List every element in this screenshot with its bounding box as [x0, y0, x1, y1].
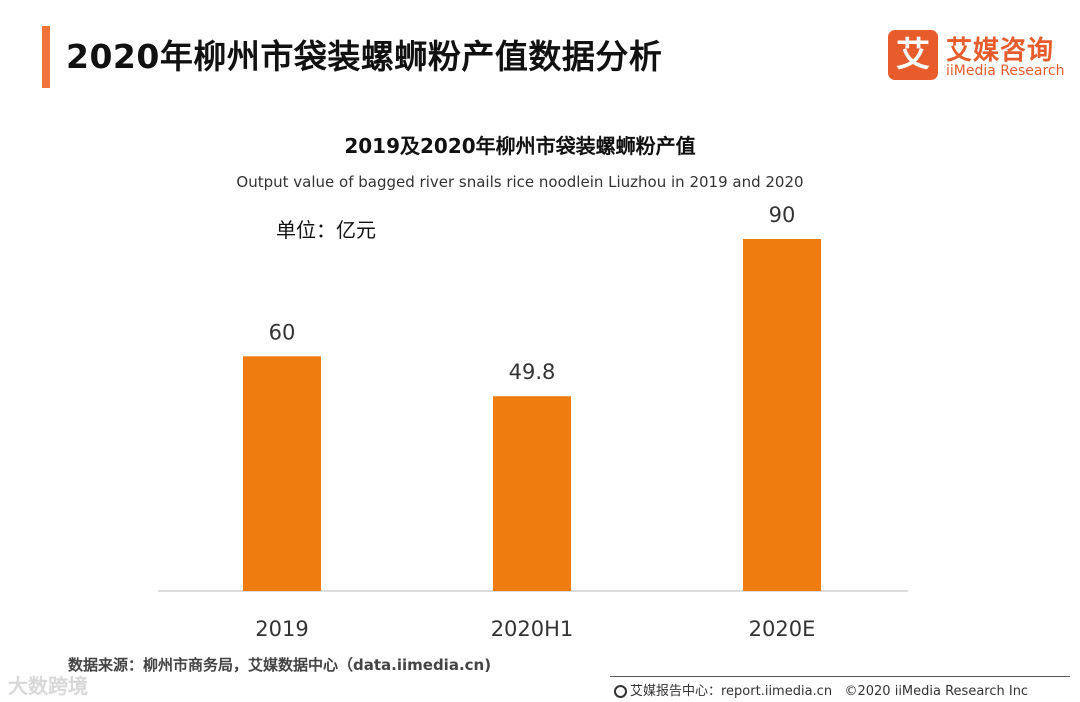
copyright: ©2020 iiMedia Research Inc — [844, 684, 1029, 699]
logo-name-en: iiMedia Research — [946, 63, 1065, 79]
value-label-2020E: 90 — [769, 203, 796, 227]
category-label-2019: 2019 — [255, 617, 308, 641]
chart-subtitle: Output value of bagged river snails rice… — [236, 173, 804, 191]
value-label-2020H1: 49.8 — [509, 360, 556, 384]
report-center-link[interactable]: 艾媒报告中心：report.iimedia.cn — [630, 684, 833, 699]
page-title: 2020年柳州市袋装螺蛳粉产值数据分析 — [66, 37, 663, 76]
footer-info: 艾媒报告中心：report.iimedia.cn ©2020 iiMedia R… — [614, 680, 1028, 699]
bar-2020H1[interactable] — [493, 396, 571, 591]
category-label-2020H1: 2020H1 — [491, 617, 574, 641]
chart-title: 2019及2020年柳州市袋装螺蛳粉产值 — [344, 134, 696, 158]
watermark: 大数跨境 — [8, 674, 88, 698]
bar-2020E[interactable] — [743, 239, 821, 591]
logo-icon: 艾 — [888, 30, 938, 80]
globe-icon — [614, 685, 627, 698]
title-accent-bar — [42, 26, 50, 88]
logo-name-cn: 艾媒咨询 — [946, 36, 1055, 66]
value-label-2019: 60 — [269, 320, 296, 344]
category-label-2020E: 2020E — [749, 617, 816, 641]
footer-divider — [610, 676, 1070, 677]
bar-2019[interactable] — [243, 356, 321, 591]
brand-logo[interactable]: 艾 艾媒咨询 iiMedia Research — [888, 30, 1068, 86]
data-source: 数据来源：柳州市商务局，艾媒数据中心（data.iimedia.cn) — [68, 656, 492, 674]
unit-label: 单位：亿元 — [276, 218, 376, 242]
